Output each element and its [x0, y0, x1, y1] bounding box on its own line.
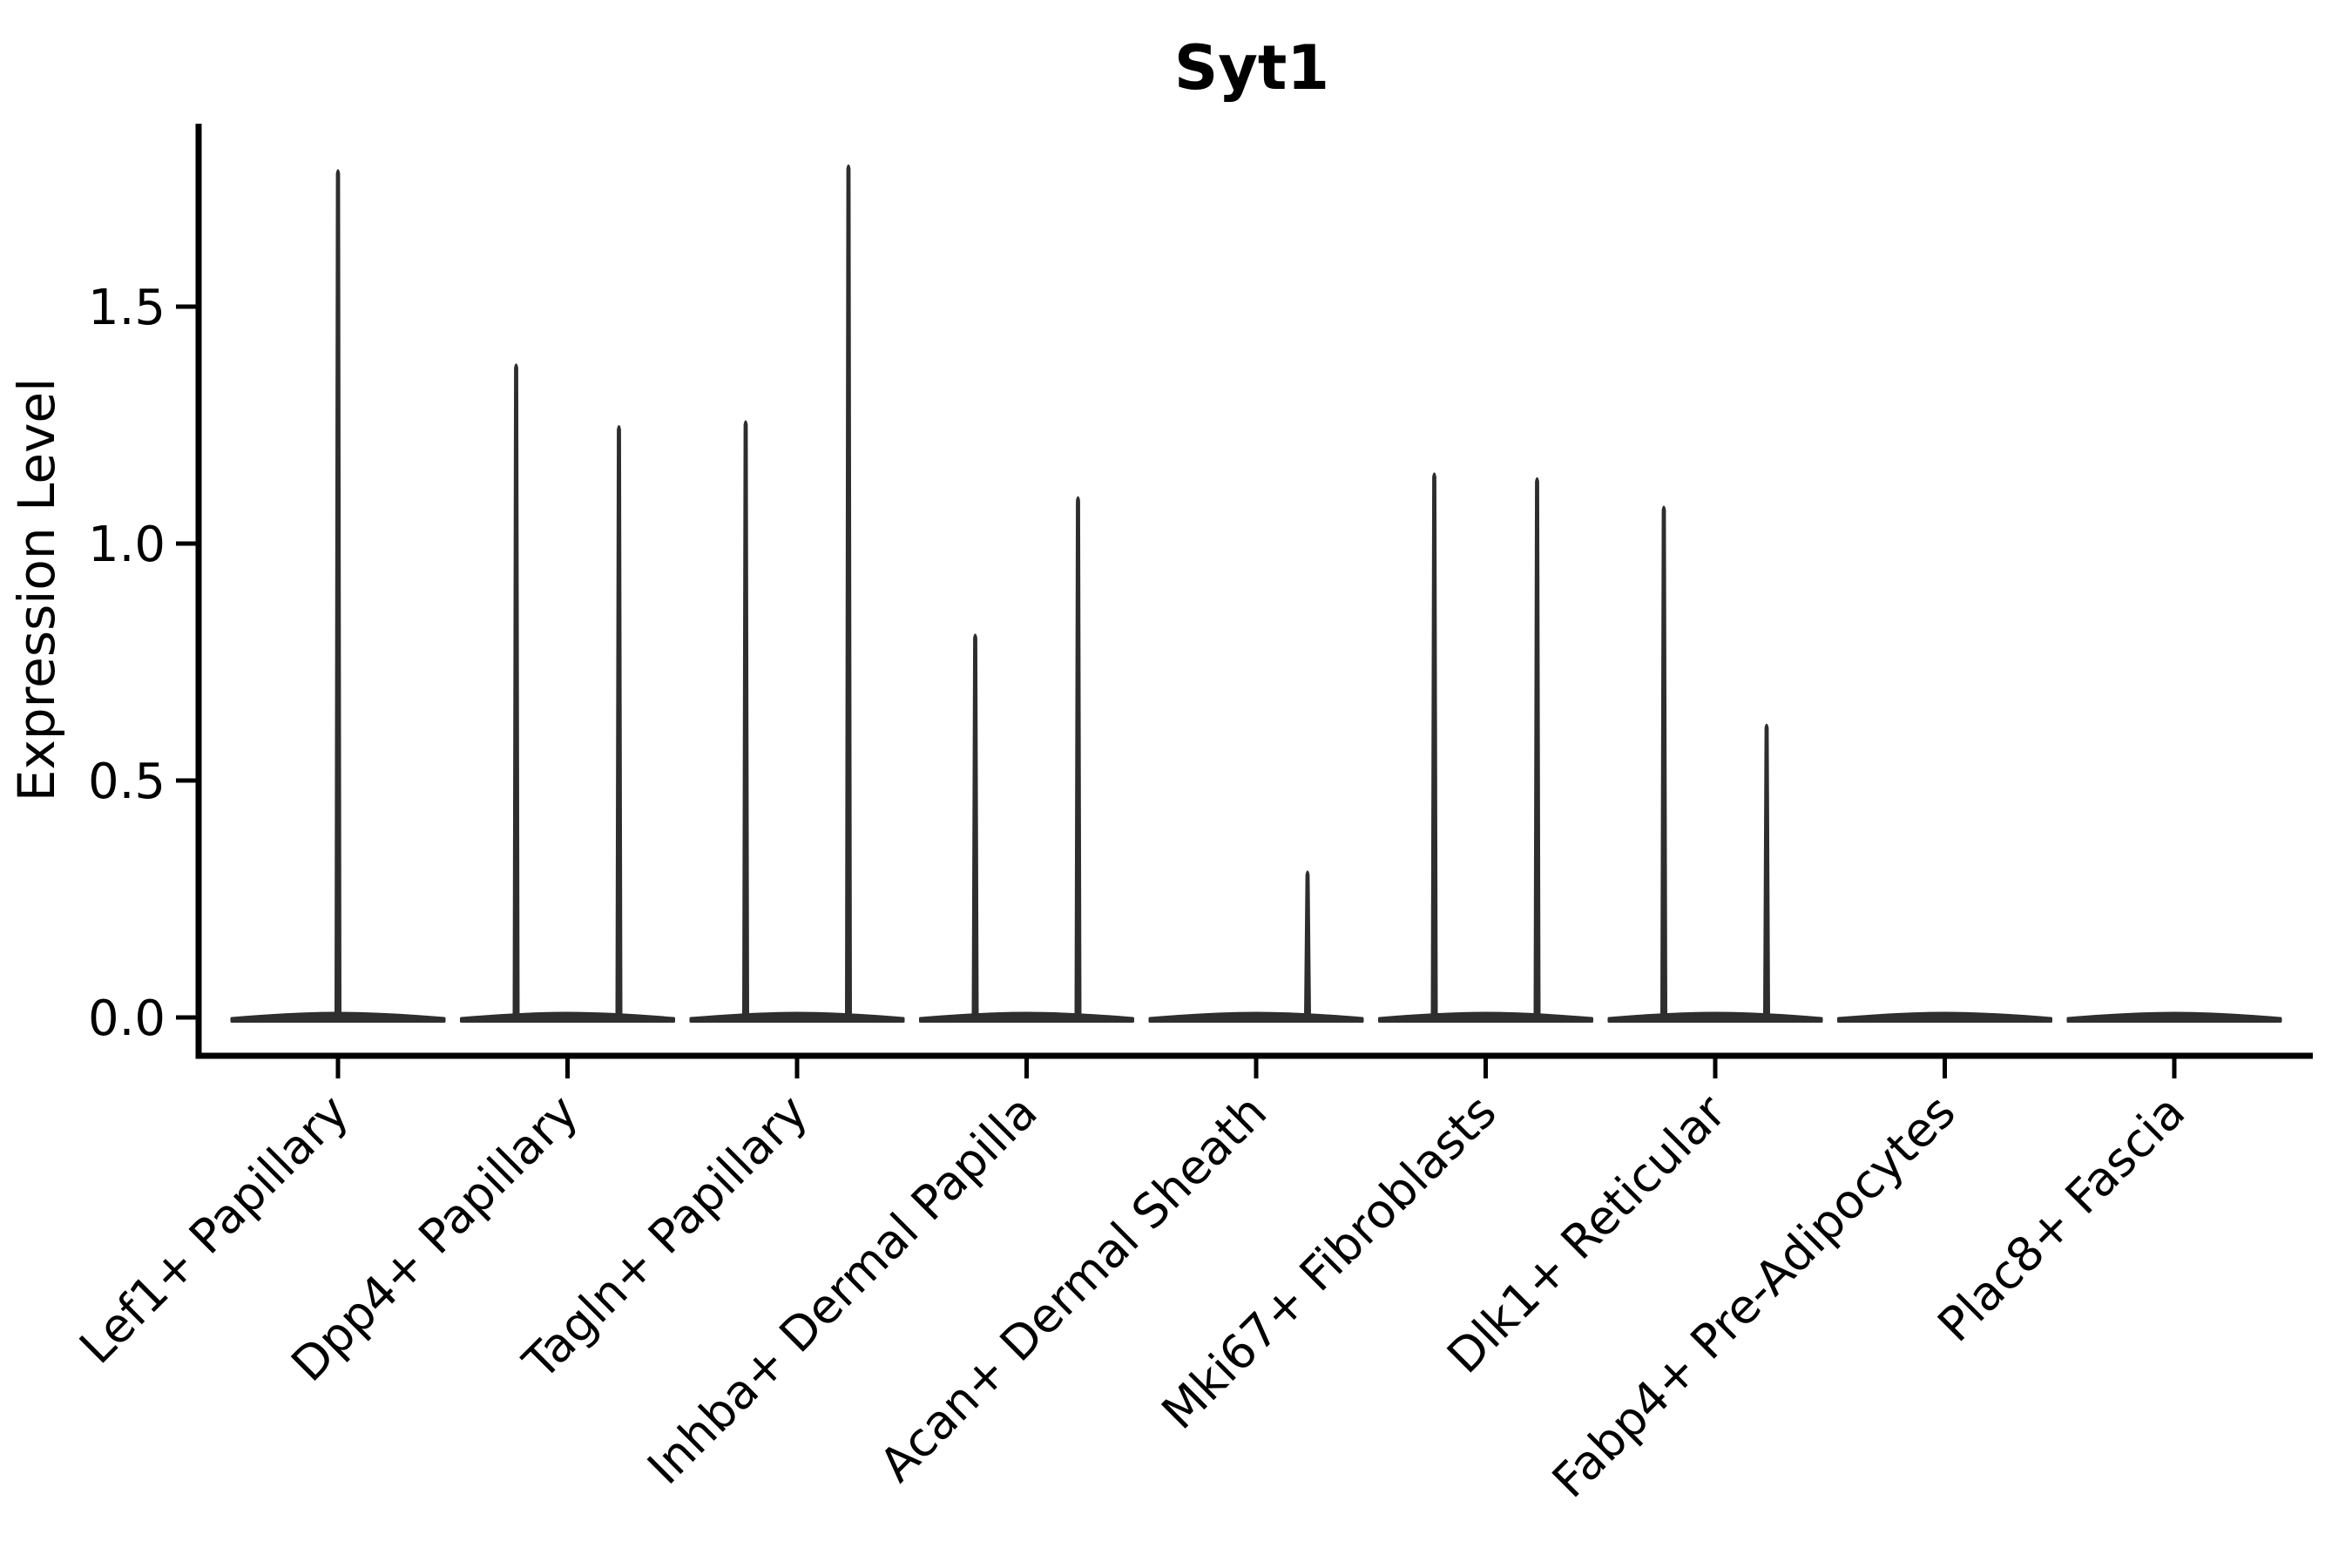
- violin-spike: [1533, 476, 1541, 1017]
- violin-spike: [512, 363, 520, 1017]
- violin-spike: [1430, 472, 1438, 1017]
- violin: [1837, 1011, 2052, 1023]
- violin: [2066, 1011, 2282, 1023]
- violin-spike: [1304, 870, 1311, 1017]
- y-tick-label: 0.0: [88, 990, 166, 1047]
- violin-spike: [742, 420, 749, 1017]
- plot-title: Syt1: [1174, 32, 1329, 104]
- y-tick-label: 1.0: [88, 517, 166, 573]
- y-tick-label: 0.5: [88, 754, 166, 810]
- violin-spike: [845, 164, 852, 1017]
- violin-spike: [615, 425, 623, 1017]
- y-axis-label: Expression Level: [7, 378, 66, 801]
- violin-spike: [335, 169, 341, 1017]
- violin-spike: [971, 633, 979, 1017]
- violin-spike: [1074, 496, 1082, 1017]
- violin-spike: [1763, 723, 1770, 1017]
- y-tick-label: 1.5: [88, 280, 166, 336]
- violin-spike: [1660, 505, 1667, 1017]
